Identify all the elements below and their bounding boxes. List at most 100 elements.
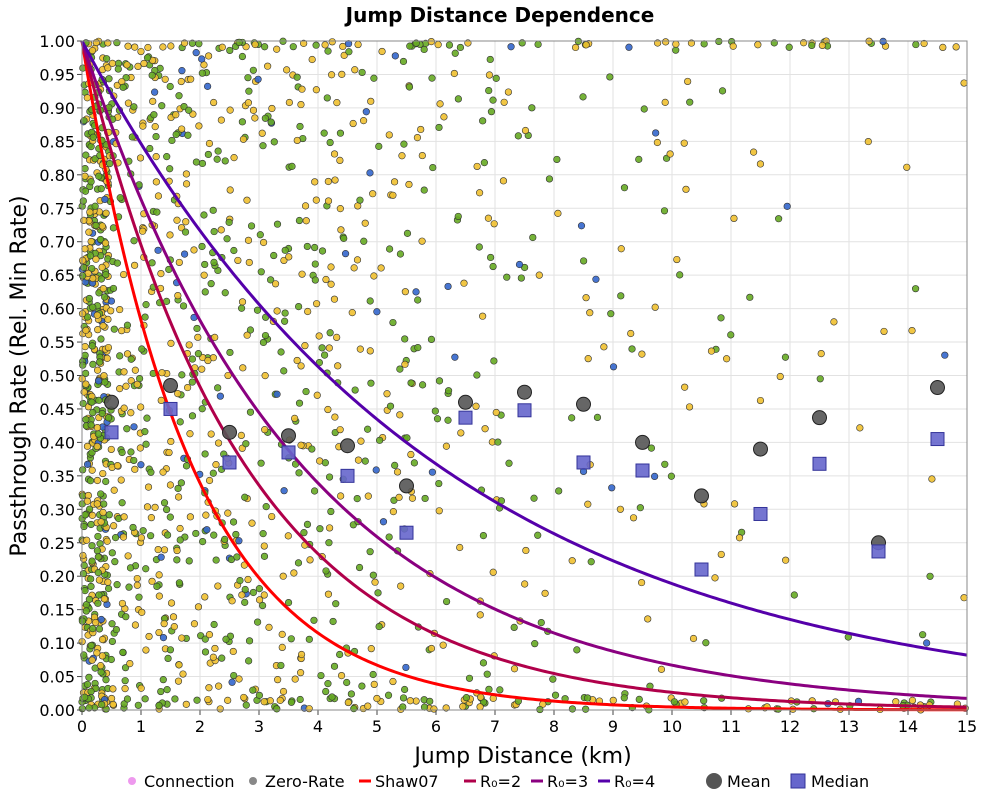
scatter-point	[625, 43, 633, 51]
scatter-point	[95, 576, 103, 584]
scatter-point	[383, 390, 391, 398]
scatter-point	[261, 114, 269, 122]
scatter-point	[201, 450, 209, 458]
scatter-point	[179, 302, 188, 310]
scatter-point	[364, 425, 372, 433]
scatter-point	[198, 242, 206, 251]
scatter-point	[238, 52, 247, 61]
scatter-point	[241, 493, 249, 501]
y-tick-label: 1.00	[39, 32, 75, 51]
scatter-point	[93, 424, 101, 432]
scatter-point	[583, 694, 592, 702]
scatter-point	[300, 39, 308, 47]
scatter-point	[238, 591, 246, 599]
scatter-point	[108, 59, 117, 67]
scatter-point	[99, 469, 107, 478]
scatter-point	[324, 47, 332, 55]
scatter-point	[213, 155, 221, 163]
scatter-point	[150, 111, 158, 119]
scatter-point	[163, 153, 171, 161]
scatter-point	[97, 615, 105, 624]
x-tick-label: 10	[662, 717, 682, 736]
scatter-point	[103, 537, 111, 545]
scatter-point	[960, 594, 968, 602]
scatter-point	[142, 565, 150, 573]
scatter-point	[689, 634, 698, 643]
scatter-point	[182, 700, 190, 708]
scatter-point	[113, 39, 121, 47]
scatter-point	[120, 404, 128, 412]
scatter-point	[685, 403, 694, 411]
scatter-point	[95, 289, 103, 297]
scatter-point	[454, 212, 462, 221]
scatter-point	[311, 243, 319, 252]
scatter-point	[735, 534, 744, 542]
y-tick-label: 0.15	[39, 601, 75, 620]
scatter-point	[261, 372, 269, 380]
scatter-point	[492, 408, 500, 417]
scatter-point	[260, 552, 269, 560]
scatter-point	[83, 460, 92, 468]
scatter-point	[374, 589, 382, 597]
scatter-point	[355, 563, 364, 572]
scatter-point	[130, 423, 138, 431]
scatter-point	[301, 202, 310, 210]
scatter-point	[344, 698, 352, 707]
scatter-point	[259, 601, 267, 610]
scatter-point	[670, 698, 678, 706]
scatter-point	[313, 300, 321, 308]
scatter-point	[939, 43, 947, 51]
scatter-point	[89, 409, 97, 417]
scatter-point	[130, 103, 138, 111]
scatter-point	[83, 94, 91, 102]
scatter-point	[480, 159, 488, 167]
scatter-point	[109, 284, 118, 293]
scatter-point	[273, 705, 281, 713]
scatter-point	[147, 468, 155, 476]
mean-marker	[576, 396, 591, 412]
scatter-point	[483, 670, 491, 678]
scatter-point	[97, 668, 105, 676]
scatter-point	[258, 129, 266, 137]
scatter-point	[123, 61, 131, 69]
scatter-point	[584, 500, 592, 508]
scatter-point	[155, 628, 163, 637]
scatter-point	[120, 513, 128, 521]
median-marker	[399, 525, 414, 540]
scatter-point	[101, 195, 109, 204]
scatter-point	[104, 414, 113, 422]
scatter-point	[246, 408, 255, 416]
scatter-point	[444, 416, 452, 424]
scatter-point	[133, 380, 141, 388]
scatter-point	[86, 208, 94, 216]
scatter-point	[408, 494, 417, 502]
scatter-point	[485, 685, 493, 693]
scatter-point	[418, 237, 426, 245]
scatter-point	[85, 673, 93, 681]
scatter-point	[99, 508, 107, 517]
scatter-point	[136, 154, 145, 162]
scatter-point	[126, 564, 135, 572]
scatter-point	[644, 615, 652, 623]
scatter-point	[366, 347, 374, 355]
scatter-point	[305, 705, 313, 713]
scatter-point	[158, 102, 166, 110]
scatter-point	[297, 669, 305, 677]
scatter-point	[489, 96, 497, 104]
scatter-point	[200, 271, 208, 279]
scatter-point	[427, 335, 436, 343]
scatter-point	[122, 382, 130, 390]
scatter-point	[730, 214, 738, 223]
scatter-point	[124, 552, 132, 560]
y-axis-label: Passthrough Rate (Rel. Min Rate)	[7, 195, 32, 556]
scatter-point	[391, 461, 399, 469]
scatter-point	[175, 92, 183, 100]
scatter-point	[160, 546, 169, 554]
scatter-point	[367, 645, 375, 653]
scatter-point	[553, 155, 561, 164]
scatter-point	[366, 169, 374, 177]
scatter-point	[123, 425, 131, 433]
scatter-point	[702, 639, 710, 647]
scatter-point	[100, 500, 108, 508]
scatter-point	[273, 220, 282, 228]
